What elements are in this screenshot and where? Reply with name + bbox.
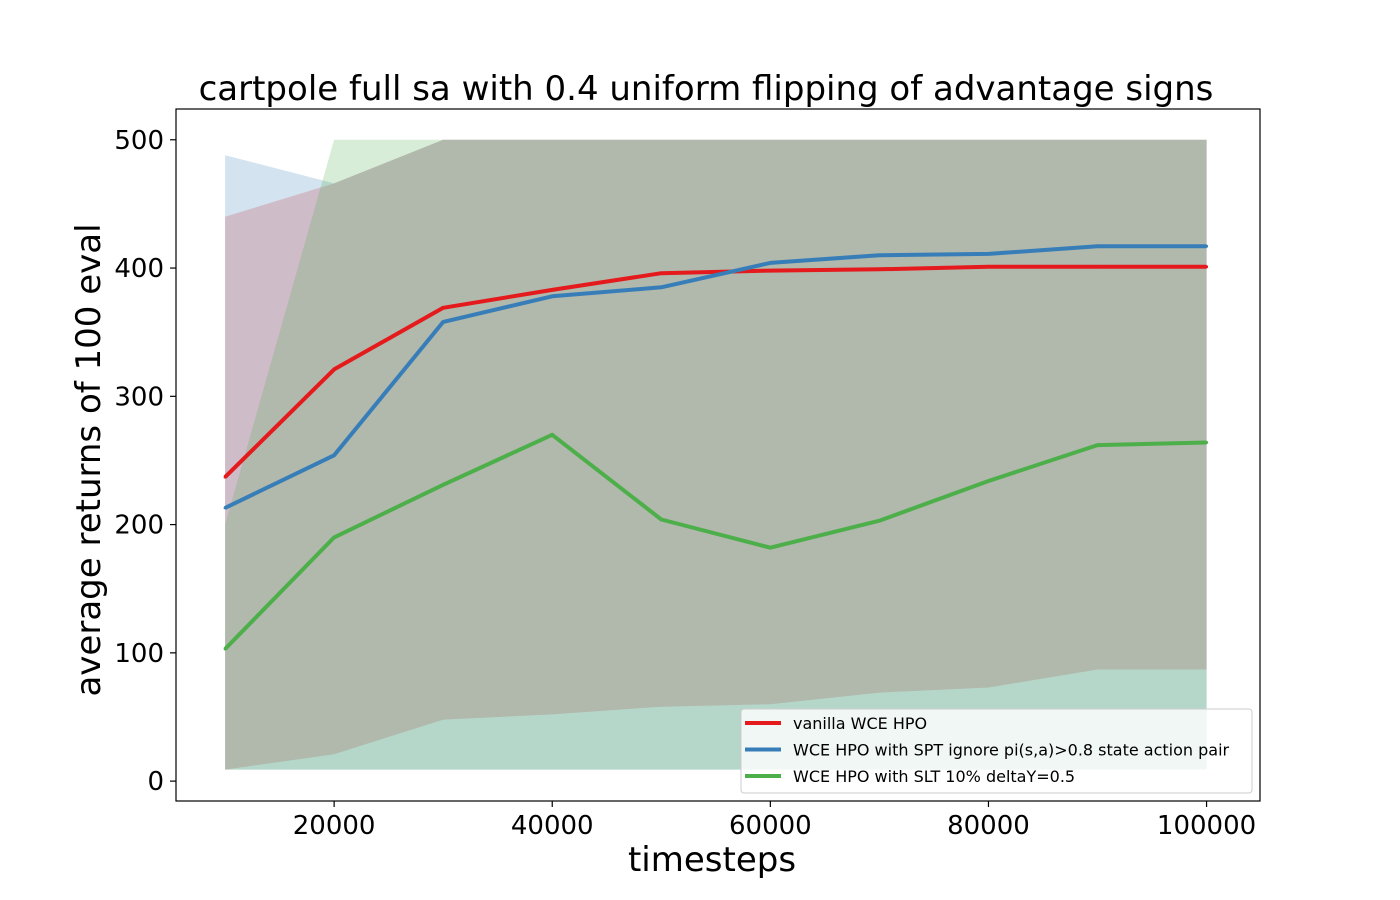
series-1-point (768, 269, 772, 273)
series-3-point (659, 518, 663, 521)
y-tick-label: 400 (114, 254, 164, 284)
y-tick-label: 500 (114, 126, 164, 156)
y-axis: 0 100 200 300 400 500 (114, 126, 176, 797)
series-1-point (987, 265, 990, 269)
y-tick-label: 200 (114, 511, 164, 541)
series-3-line (223, 432, 1207, 651)
x-tick-label: 20000 (293, 811, 376, 841)
y-tick-label: 100 (114, 639, 164, 669)
series-2-point (768, 261, 772, 265)
series-3-point (441, 483, 445, 487)
plot-frame (175, 108, 1261, 802)
series-1-point (223, 475, 227, 479)
legend-entry: WCE HPO with SPT ignore pi(s,a)>0.8 stat… (793, 741, 1230, 760)
series-2-point (332, 453, 336, 457)
series-1-point (877, 267, 881, 271)
confidence-bands (225, 139, 1207, 770)
x-tick-label: 60000 (729, 811, 812, 841)
series-3-point (1096, 443, 1099, 447)
x-axis: 20000 40000 60000 80000 100000 (293, 801, 1256, 841)
series-3-point (332, 535, 336, 539)
x-tick-label: 100000 (1157, 811, 1256, 841)
series-1-point (659, 271, 663, 275)
series-2-point (659, 285, 663, 289)
series-3-point (550, 433, 554, 437)
series-2-point (877, 253, 881, 257)
series-3-point (223, 647, 227, 651)
legend: vanilla WCE HPO WCE HPO with SPT ignore p… (740, 708, 1253, 794)
series-1-point (1205, 265, 1209, 269)
x-axis-label: timesteps (628, 840, 796, 880)
y-axis-label: average returns of 100 eval (69, 223, 109, 696)
series-3-point (768, 546, 772, 550)
series-3-point (877, 519, 881, 523)
series-1-band (225, 139, 1207, 770)
series-2-band (225, 139, 1207, 770)
x-tick-label: 80000 (947, 811, 1030, 841)
series-2-line (224, 244, 1207, 510)
series-1-point (1096, 265, 1099, 269)
series-1-point (441, 306, 445, 310)
chart-title: cartpole full sa with 0.4 uniform flippi… (199, 69, 1214, 109)
x-tick-label: 40000 (511, 811, 594, 841)
legend-box (740, 708, 1253, 794)
series-2-point (223, 506, 227, 510)
legend-entry: WCE HPO with SLT 10% deltaY=0.5 (793, 767, 1075, 786)
series-3-point (987, 479, 990, 483)
y-tick-label: 0 (147, 767, 164, 797)
series-1-line (223, 264, 1207, 479)
series-2-point (1205, 244, 1209, 248)
series-2-point (987, 252, 990, 256)
series-2-point (1096, 244, 1099, 248)
legend-entry: vanilla WCE HPO (793, 714, 927, 733)
series-lines (223, 244, 1209, 651)
series-3-point (1205, 441, 1209, 444)
series-1-point (332, 367, 336, 371)
series-2-point (441, 320, 445, 324)
series-1-point (550, 288, 554, 292)
y-tick-label: 300 (114, 382, 164, 412)
series-3-band (225, 139, 1207, 770)
series-2-point (550, 294, 554, 298)
